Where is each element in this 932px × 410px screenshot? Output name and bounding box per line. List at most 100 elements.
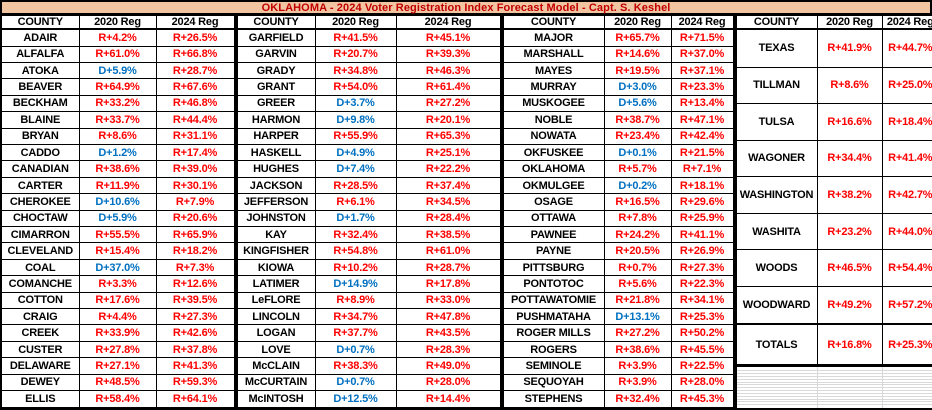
reg-2020-cell: R+38.3% (314, 357, 397, 375)
county-row: McINTOSH D+12.5% R+14.4% (235, 390, 501, 409)
county-row: PAYNE R+20.5% R+26.9% (501, 242, 734, 260)
reg-2024-cell: R+7.3% (155, 258, 235, 277)
reg-2020-cell: R+38.2% (816, 176, 883, 214)
county-cell: BEAVER (0, 78, 80, 96)
reg-2020-cell: D+4.9% (314, 143, 397, 162)
reg-2020-cell: D+7.4% (314, 160, 397, 178)
county-row: ALFALFA R+61.0% R+66.8% (0, 45, 235, 63)
county-cell: TILLMAN (734, 66, 818, 105)
county-row: JOHNSTON D+1.7% R+28.4% (235, 209, 501, 228)
reg-2024-cell: R+42.7% (881, 176, 932, 214)
empty-row (734, 404, 932, 410)
county-row: OKFUSKEE D+0.1% R+21.5% (501, 143, 734, 162)
table-groups: COUNTY 2020 Reg 2024 Reg ADAIR R+4.2% R+26.5%… (0, 14, 932, 410)
reg-2024-cell: R+27.3% (670, 258, 734, 277)
county-row: PONTOTOC R+5.6% R+22.3% (501, 275, 734, 293)
county-cell: GRANT (235, 78, 316, 96)
reg-2020-cell: D+0.7% (314, 340, 397, 359)
reg-2020-cell: R+4.4% (78, 308, 157, 326)
reg-2024-cell: R+37.4% (395, 176, 501, 195)
county-cell: JOHNSTON (235, 209, 316, 228)
reg-2024-cell: R+50.2% (670, 324, 734, 342)
reg-2020-cell: R+21.8% (603, 291, 672, 310)
reg-2020-cell: R+16.6% (816, 103, 883, 141)
header-row: COUNTY 2020 Reg 2024 Reg (235, 14, 501, 30)
empty-cell (816, 404, 883, 410)
reg-2020-cell: R+23.2% (816, 212, 883, 251)
reg-2024-cell: R+28.7% (155, 61, 235, 80)
county-row: CHOCTAW D+5.9% R+20.6% (0, 209, 235, 228)
reg-2020-cell: R+5.6% (603, 275, 672, 293)
reg-2020-cell: R+41.9% (816, 28, 883, 68)
county-row: GRANT R+54.0% R+61.4% (235, 78, 501, 96)
reg-2024-cell: R+17.4% (155, 143, 235, 162)
header-row: COUNTY 2020 Reg 2024 Reg (0, 14, 235, 30)
county-cell: NOBLE (501, 111, 605, 129)
reg-2020-cell: R+7.8% (603, 209, 672, 228)
county-cell: HASKELL (235, 143, 316, 162)
county-row: BEAVER R+64.9% R+67.6% (0, 78, 235, 96)
reg-2020-cell: D+0.2% (603, 176, 672, 195)
county-row: STEPHENS R+32.4% R+45.3% (501, 390, 734, 409)
reg-2024-cell: R+44.7% (881, 28, 932, 68)
county-row: TILLMAN R+8.6% R+25.0% (734, 66, 932, 105)
county-row: WOODS R+46.5% R+54.4% (734, 249, 932, 287)
county-row: WASHITA R+23.2% R+44.0% (734, 212, 932, 251)
reg-2024-cell: R+67.6% (155, 78, 235, 96)
reg-2020-cell: R+38.6% (603, 340, 672, 359)
county-cell: MARSHALL (501, 45, 605, 63)
reg-2024-cell: R+29.6% (670, 193, 734, 211)
reg-2020-cell: R+20.5% (603, 242, 672, 260)
reg-2024-cell: R+27.2% (395, 94, 501, 113)
county-cell: SEMINOLE (501, 357, 605, 375)
reg-2024-cell: R+37.8% (155, 340, 235, 359)
column-header-2024-reg: 2024 Reg (670, 14, 734, 30)
county-cell: ROGERS (501, 340, 605, 359)
reg-2020-cell: D+5.9% (78, 209, 157, 228)
reg-2020-cell: R+17.6% (78, 291, 157, 310)
reg-2024-cell: R+45.5% (670, 340, 734, 359)
county-cell: CANADIAN (0, 160, 80, 178)
county-cell: LeFLORE (235, 291, 316, 310)
reg-2020-cell: R+24.2% (603, 226, 672, 244)
county-row: MAJOR R+65.7% R+71.5% (501, 28, 734, 47)
reg-2020-cell: R+19.5% (603, 61, 672, 80)
county-cell: ELLIS (0, 390, 80, 409)
county-cell: STEPHENS (501, 390, 605, 409)
county-cell: GRADY (235, 61, 316, 80)
county-cell: LINCOLN (235, 308, 316, 326)
county-row: CARTER R+11.9% R+30.1% (0, 176, 235, 195)
county-cell: COMANCHE (0, 275, 80, 293)
county-cell: KIOWA (235, 258, 316, 277)
reg-2020-cell: R+20.7% (314, 45, 397, 63)
county-row: OKLAHOMA R+5.7% R+7.1% (501, 160, 734, 178)
county-cell: HARMON (235, 111, 316, 129)
county-cell: OTTAWA (501, 209, 605, 228)
column-header-2024-reg: 2024 Reg (395, 14, 501, 30)
county-cell: CUSTER (0, 340, 80, 359)
reg-2024-cell: R+45.3% (670, 390, 734, 409)
county-table-3: COUNTY 2020 Reg 2024 Reg MAJOR R+65.7% R+71.5… (500, 14, 734, 410)
reg-2020-cell: D+1.7% (314, 209, 397, 228)
reg-2020-cell: R+33.2% (78, 94, 157, 113)
county-cell: TULSA (734, 103, 818, 141)
reg-2024-cell: R+18.4% (881, 103, 932, 141)
county-cell: CHEROKEE (0, 193, 80, 211)
reg-2024-cell: R+39.3% (395, 45, 501, 63)
column-header-2020-reg: 2020 Reg (816, 14, 883, 30)
reg-2024-cell: R+30.1% (155, 176, 235, 195)
column-header-2020-reg: 2020 Reg (78, 14, 157, 30)
county-cell: PAWNEE (501, 226, 605, 244)
totals-reg-2024-value: R+25.3% (881, 323, 932, 367)
reg-2024-cell: R+20.1% (395, 111, 501, 129)
county-row: DEWEY R+48.5% R+59.3% (0, 373, 235, 392)
reg-2024-cell: R+26.9% (670, 242, 734, 260)
county-cell: DELAWARE (0, 357, 80, 375)
county-row: KAY R+32.4% R+38.5% (235, 226, 501, 244)
reg-2024-cell: R+65.9% (155, 226, 235, 244)
reg-2024-cell: R+49.0% (395, 357, 501, 375)
county-cell: MURRAY (501, 78, 605, 96)
reg-2020-cell: R+14.6% (603, 45, 672, 63)
county-row: ROGERS R+38.6% R+45.5% (501, 340, 734, 359)
